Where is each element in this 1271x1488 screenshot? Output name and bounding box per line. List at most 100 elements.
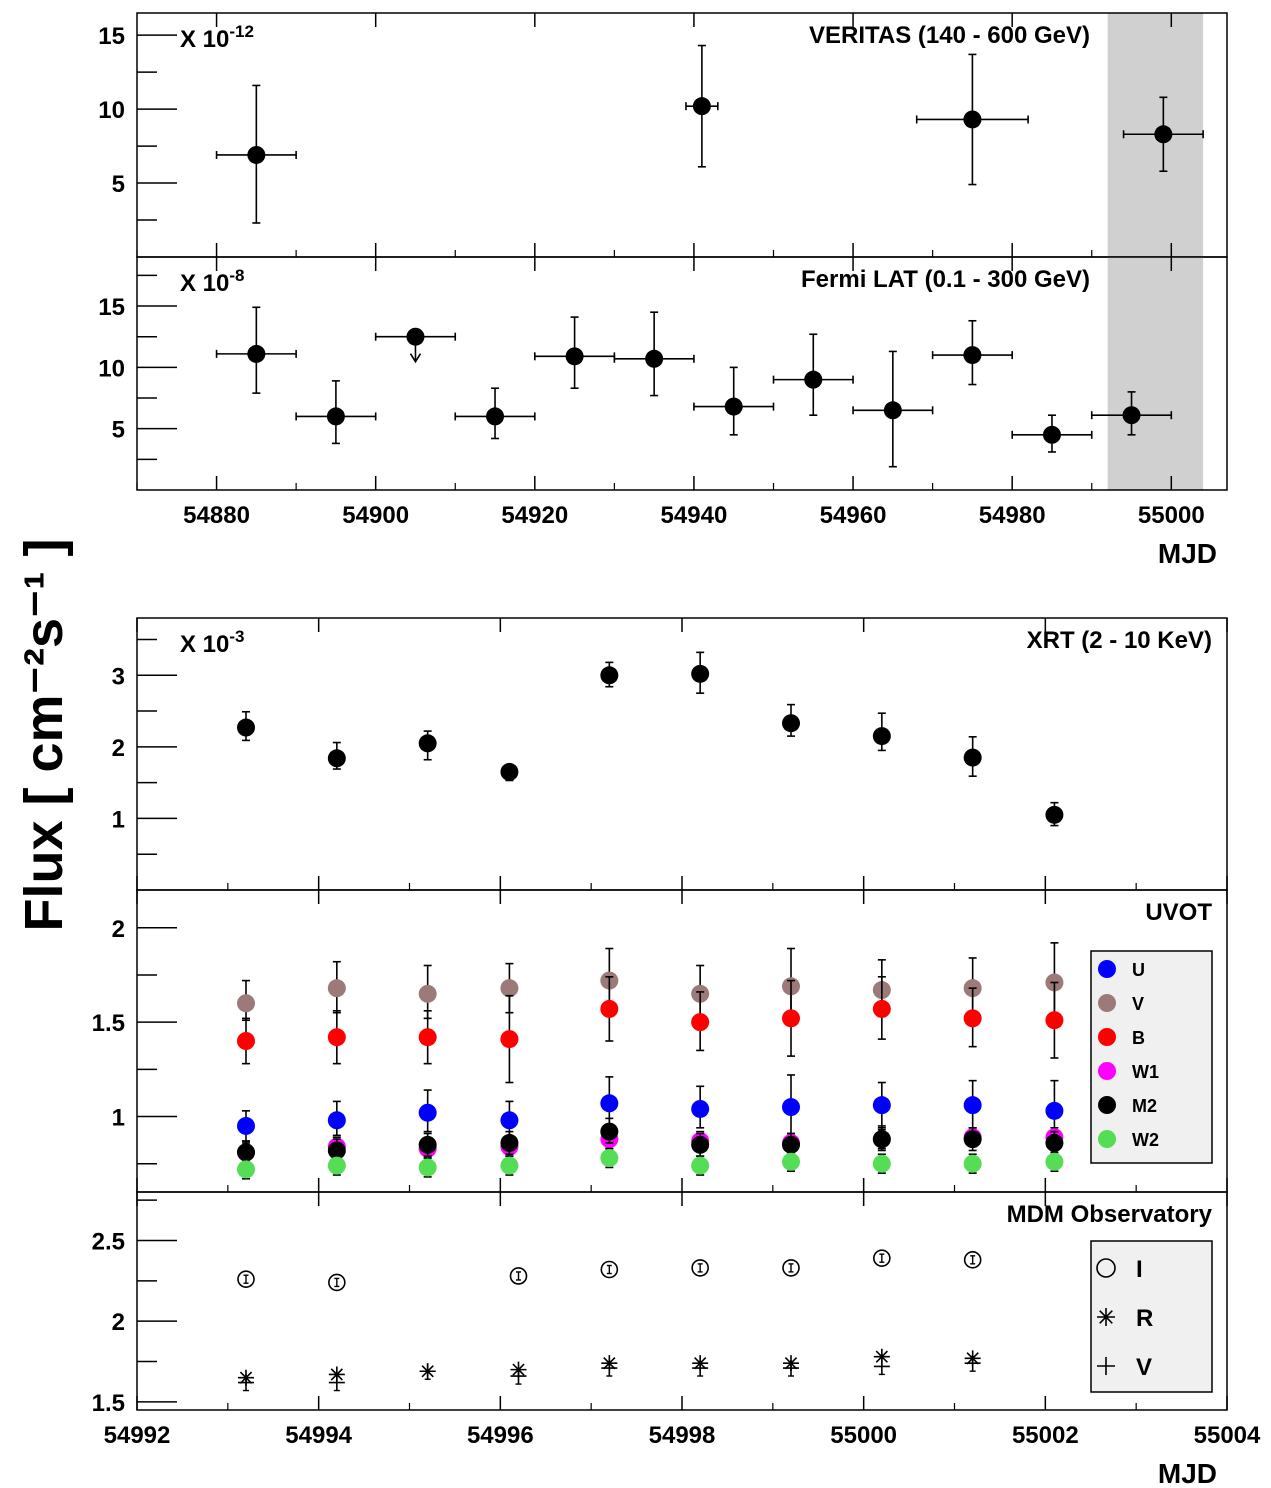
legend-marker (1096, 1258, 1116, 1278)
panel-title: XRT (2 - 10 KeV) (1027, 627, 1212, 654)
data-point (486, 407, 505, 426)
data-point (500, 1156, 519, 1175)
data-point (1045, 805, 1064, 824)
y-tick-label: 10 (98, 97, 125, 124)
legend-box (1090, 950, 1213, 1164)
data-point (804, 370, 823, 389)
scale-base: X 10 (180, 26, 229, 53)
x-tick-label: 54994 (285, 1422, 352, 1449)
x-tick-label: 55004 (1194, 1422, 1261, 1449)
x-tick-label: 55000 (1138, 502, 1205, 529)
data-point (1122, 406, 1141, 425)
legend-label: V (1132, 994, 1144, 1014)
data-point (963, 748, 982, 767)
data-point (1045, 1011, 1064, 1030)
data-point (418, 984, 437, 1003)
data-point (247, 145, 266, 164)
legend-marker (1098, 994, 1116, 1012)
data-point (782, 1009, 800, 1028)
data-point (419, 1363, 436, 1380)
y-tick-label: 2 (112, 1309, 125, 1336)
data-point (500, 1030, 519, 1049)
data-point (691, 664, 710, 683)
data-point (600, 666, 619, 685)
data-point (600, 999, 619, 1018)
legend-label: M2 (1132, 1096, 1157, 1116)
data-point (510, 1368, 527, 1385)
data-point (237, 1032, 255, 1050)
data-point (692, 1360, 709, 1377)
legend-label: B (1132, 1028, 1145, 1048)
data-point (691, 1135, 710, 1154)
legend-label: W1 (1132, 1062, 1159, 1082)
scale-exponent: -12 (229, 22, 254, 41)
data-point (782, 714, 800, 733)
data-point (327, 1028, 346, 1047)
data-point (327, 979, 346, 998)
x-tick-label: 54920 (501, 502, 568, 529)
scale-exponent: -8 (229, 266, 244, 285)
x-tick-label: 55000 (830, 1422, 897, 1449)
data-point (692, 97, 711, 116)
y-tick-label: 10 (98, 355, 125, 382)
data-point (418, 1103, 437, 1122)
y-tick-label: 2 (112, 735, 125, 762)
data-point (963, 346, 982, 365)
data-point (600, 1094, 619, 1113)
scale-factor: X 10-3 (180, 627, 245, 658)
xrt-panel: 1 2 3 XRT (2 - 10 KeV) X 10-3 (112, 617, 1228, 891)
data-point (418, 1158, 437, 1177)
data-point (963, 110, 982, 129)
legend-marker (1098, 1130, 1116, 1148)
scale-exponent: -3 (229, 627, 244, 646)
data-point (418, 734, 437, 753)
data-point (327, 1111, 346, 1130)
data-point (883, 401, 902, 420)
data-point (872, 1154, 891, 1173)
panel-title: VERITAS (140 - 600 GeV) (809, 22, 1090, 49)
data-point (782, 1152, 800, 1171)
data-point (237, 1160, 255, 1179)
data-point (327, 1156, 346, 1175)
shaded-region (1107, 257, 1204, 490)
series-w2 (237, 1147, 1064, 1180)
data-point (724, 397, 743, 416)
data-point (601, 1360, 618, 1377)
data-point (783, 1360, 799, 1377)
fermi-lat-panel: 5 10 15 54880 54900 54920 54940 54960 54980 55000… (98, 256, 1228, 569)
x-tick-label: 54996 (467, 1422, 534, 1449)
data-point (500, 1111, 519, 1130)
data-point (237, 994, 255, 1013)
series-b (237, 976, 1064, 1084)
data-point (964, 1355, 981, 1372)
series-0 (215, 44, 1204, 224)
data-point (500, 762, 519, 781)
y-tick-label: 2 (112, 916, 125, 943)
series-v (238, 1355, 981, 1392)
veritas-panel: 5 10 15 VERITAS (140 - 600 GeV) X 10-12 (98, 12, 1228, 258)
data-point (238, 1374, 254, 1391)
y-tick-label: 1.5 (92, 1390, 125, 1417)
series-v (237, 942, 1064, 1023)
data-point (645, 349, 664, 368)
scale-factor: X 10-8 (180, 266, 245, 297)
data-point (500, 979, 519, 998)
data-point (328, 1374, 345, 1391)
panel-title: Fermi LAT (0.1 - 300 GeV) (801, 266, 1090, 293)
data-point (1045, 1101, 1064, 1120)
data-point (1154, 125, 1173, 144)
data-point (600, 1149, 619, 1168)
series-u (237, 1074, 1064, 1142)
data-point (873, 1358, 890, 1375)
data-point (691, 1156, 710, 1175)
data-point (326, 407, 345, 426)
plot-frame (136, 12, 1228, 258)
legend-marker (1098, 960, 1116, 978)
data-point (691, 1099, 710, 1118)
plot-frame (136, 256, 1228, 491)
legend-marker (1097, 1308, 1115, 1326)
data-point (565, 347, 584, 366)
x-tick-label: 54940 (661, 502, 728, 529)
x-tick-label: 54960 (820, 502, 887, 529)
legend-marker (1098, 1096, 1116, 1114)
